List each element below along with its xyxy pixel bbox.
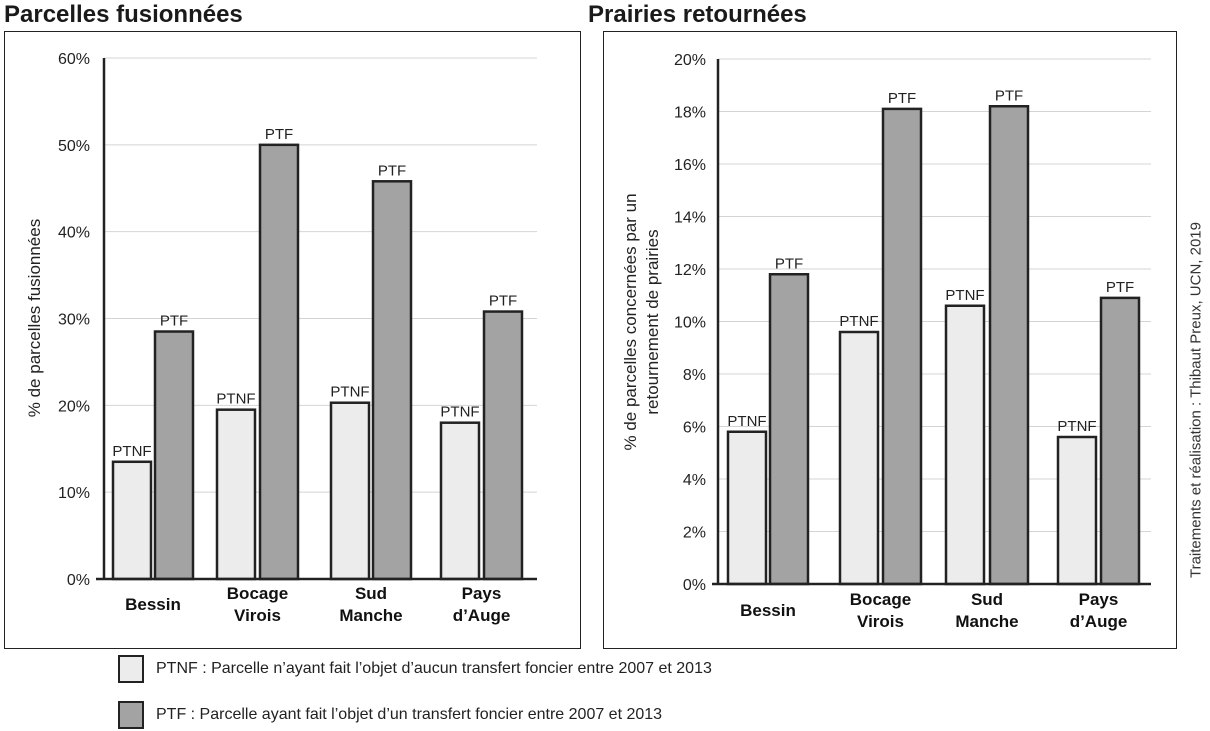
bar-ptnf [944, 304, 986, 586]
x-category-label: Sud [971, 590, 1003, 609]
y-axis-label-line: % de parcelles concernées par un [621, 193, 640, 450]
x-category-label: d’Auge [453, 606, 511, 625]
bar-ptnf [215, 408, 257, 581]
y-tick-label: 50% [58, 138, 90, 155]
bar-ptnf [329, 401, 371, 581]
y-tick-label: 2% [683, 525, 706, 542]
x-category-label: Bessin [740, 601, 796, 620]
credit-text: Traitements et réalisation : Thibaut Pre… [1187, 221, 1205, 579]
bar-label-ptf: PTF [160, 313, 188, 330]
y-tick-label: 4% [683, 472, 706, 489]
bar-label-ptnf: PTNF [330, 384, 369, 401]
x-category-label: Bocage [227, 584, 288, 603]
y-tick-label: 12% [674, 262, 706, 279]
x-category-label: Virois [857, 612, 904, 631]
bar-label-ptf: PTF [995, 87, 1023, 104]
x-category-label: Virois [234, 606, 281, 625]
bar-ptf [153, 330, 195, 581]
y-tick-label: 0% [67, 572, 90, 589]
y-tick-label: 8% [683, 367, 706, 384]
y-axis-label-line: % de parcelles fusionnées [25, 219, 44, 417]
bar-label-ptnf: PTNF [1057, 418, 1096, 435]
bar-ptf [482, 310, 524, 581]
bar-label-ptnf: PTNF [440, 404, 479, 421]
y-tick-label: 30% [58, 312, 90, 329]
bar-label-ptf: PTF [265, 126, 293, 143]
bar-ptnf [111, 460, 153, 581]
x-category-label: Pays [462, 584, 502, 603]
bar-label-ptnf: PTNF [216, 391, 255, 408]
bar-label-ptnf: PTNF [839, 313, 878, 330]
bar-ptnf [838, 330, 880, 586]
x-category-label: Pays [1079, 590, 1119, 609]
left-chart-frame [4, 31, 581, 649]
y-tick-label: 10% [58, 485, 90, 502]
y-tick-label: 20% [58, 398, 90, 415]
y-tick-label: 0% [683, 577, 706, 594]
y-tick-label: 18% [674, 105, 706, 122]
y-tick-label: 60% [58, 51, 90, 68]
y-tick-label: 16% [674, 157, 706, 174]
bar-label-ptf: PTF [489, 293, 517, 310]
bar-label-ptnf: PTNF [727, 413, 766, 430]
y-axis-label-line: retournement de prairies [643, 229, 662, 414]
bar-label-ptf: PTF [888, 90, 916, 107]
bar-ptf [258, 143, 300, 581]
bar-label-ptf: PTF [775, 255, 803, 272]
left-panel-title: Parcelles fusionnées [4, 1, 243, 28]
y-tick-label: 10% [674, 315, 706, 332]
y-tick-label: 6% [683, 420, 706, 437]
y-tick-label: 20% [674, 52, 706, 69]
x-category-label: d’Auge [1070, 612, 1128, 631]
bar-ptf [371, 180, 413, 581]
bar-label-ptf: PTF [378, 162, 406, 179]
legend-swatch-ptf [118, 701, 144, 729]
y-tick-label: 40% [58, 225, 90, 242]
bar-ptf [768, 273, 810, 586]
legend-label-ptf: PTF : Parcelle ayant fait l’objet d’un t… [156, 706, 663, 723]
bar-ptnf [726, 430, 768, 586]
right-panel-title: Prairies retournées [588, 1, 807, 28]
bar-ptf [1099, 296, 1141, 586]
y-axis-label: % de parcelles fusionnées [25, 219, 44, 417]
legend-label-ptnf: PTNF : Parcelle n’ayant fait l’objet d’a… [156, 660, 712, 677]
right-chart-frame [603, 31, 1177, 649]
bar-ptnf [439, 421, 481, 581]
legend-item-ptf: PTF : Parcelle ayant fait l’objet d’un t… [118, 701, 662, 729]
y-tick-label: 14% [674, 210, 706, 227]
bar-label-ptnf: PTNF [112, 443, 151, 460]
x-category-label: Bessin [125, 595, 181, 614]
bar-ptnf [1056, 435, 1098, 586]
bar-label-ptnf: PTNF [945, 287, 984, 304]
x-category-label: Manche [955, 612, 1018, 631]
bar-ptf [988, 105, 1030, 586]
x-category-label: Manche [339, 606, 402, 625]
bar-ptf [881, 107, 923, 586]
x-category-label: Sud [355, 584, 387, 603]
legend-swatch-ptnf [118, 655, 144, 683]
x-category-label: Bocage [850, 590, 911, 609]
bar-label-ptf: PTF [1106, 279, 1134, 296]
legend-item-ptnf: PTNF : Parcelle n’ayant fait l’objet d’a… [118, 655, 712, 683]
y-axis-label: % de parcelles concernées par un retourne… [621, 193, 662, 450]
